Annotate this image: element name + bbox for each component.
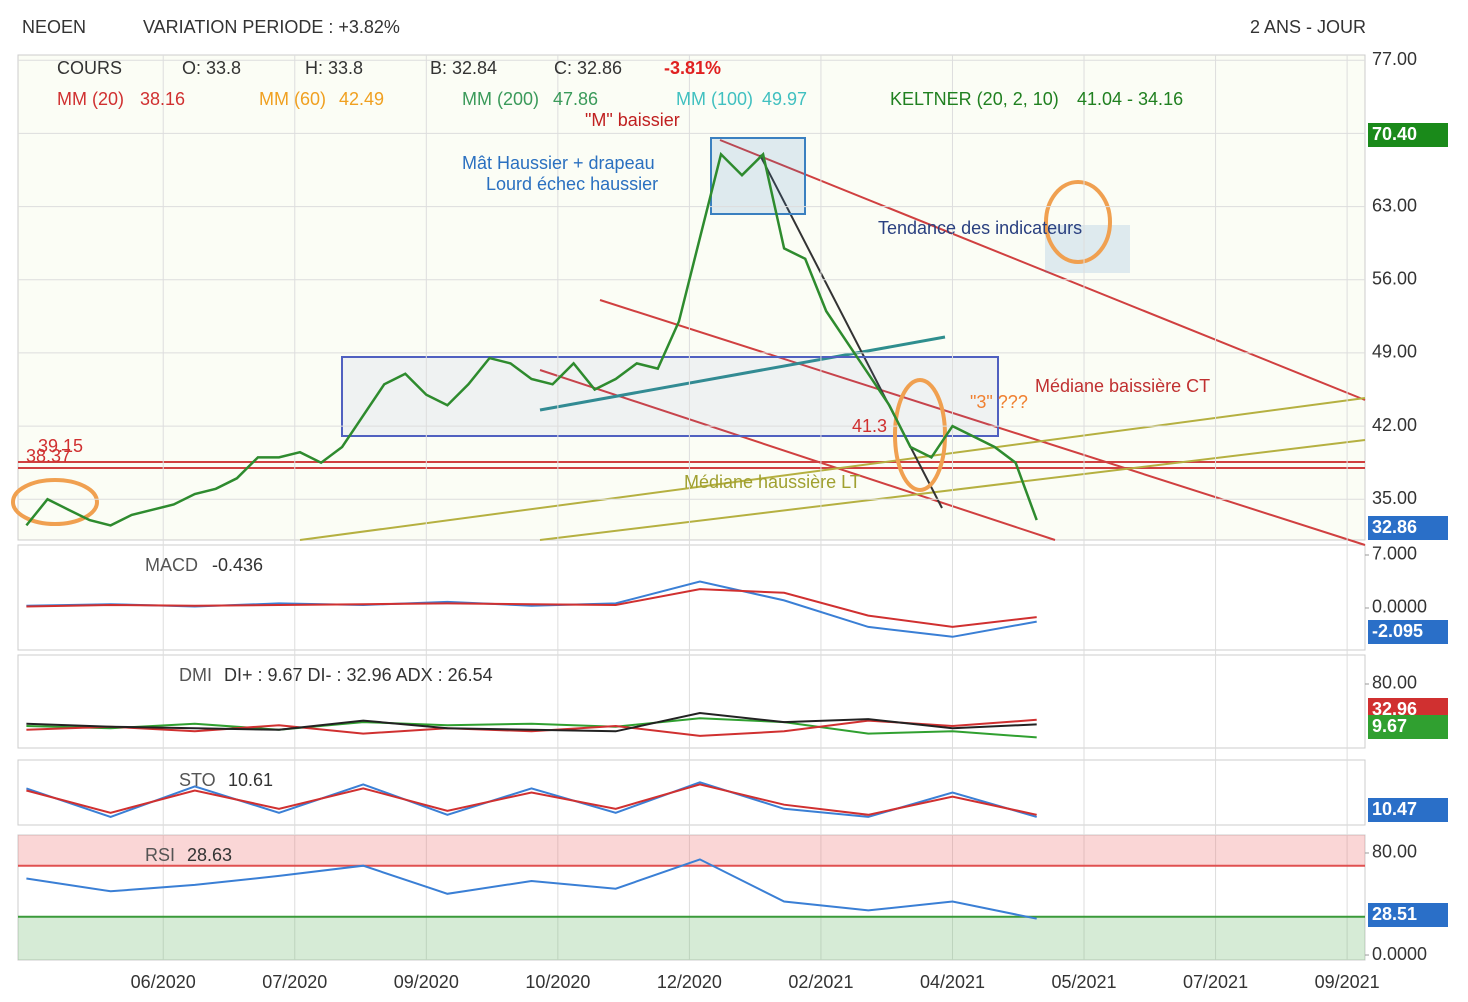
x-tick-label: 05/2021 [1051, 972, 1116, 992]
annotation: "M" baissier [585, 110, 680, 130]
symbol: NEOEN [22, 17, 86, 37]
legend-indicator: MM (20) [57, 89, 124, 109]
legend-item: -3.81% [664, 58, 721, 78]
panel-title: MACD [145, 555, 198, 575]
sto-panel [17, 759, 1366, 826]
y-tick-label: 35.00 [1372, 488, 1417, 508]
period: 2 ANS - JOUR [1250, 17, 1366, 37]
x-tick-label: 06/2020 [131, 972, 196, 992]
series-line [26, 718, 1037, 737]
annotation: 41.3 [852, 416, 887, 436]
legend-item: H: 33.8 [305, 58, 363, 78]
y-tick-label: 42.00 [1372, 415, 1417, 435]
y-tick-label: 0.0000 [1372, 944, 1427, 964]
x-tick-label: 09/2021 [1315, 972, 1380, 992]
annotation: Médiane baissière CT [1035, 376, 1210, 396]
panel-title: RSI [145, 845, 175, 865]
price-panel [17, 54, 1366, 541]
annotation: Tendance des indicateurs [878, 218, 1082, 238]
price-badge-bg [1368, 516, 1448, 540]
legend-item: O: 33.8 [182, 58, 241, 78]
panel-title: DMI [179, 665, 212, 685]
annotation: Mât Haussier + drapeau [462, 153, 655, 173]
price-badge-bg [1368, 123, 1448, 147]
last-value-badge: 9.67 [1372, 716, 1407, 736]
panel-value: DI+ : 9.67 DI- : 32.96 ADX : 26.54 [224, 665, 493, 685]
rsi-panel [17, 834, 1366, 961]
legend-indicator: 49.97 [762, 89, 807, 109]
last-value-badge-bg [1368, 798, 1448, 822]
panel-title: STO [179, 770, 216, 790]
last-value-badge: -2.095 [1372, 621, 1423, 641]
overbought-zone [18, 835, 1365, 866]
y-tick-label: 63.00 [1372, 195, 1417, 215]
x-tick-label: 10/2020 [525, 972, 590, 992]
last-value-badge-bg [1368, 620, 1448, 644]
legend-indicator: KELTNER (20, 2, 10) [890, 89, 1059, 109]
price-badge: 32.86 [1372, 517, 1417, 537]
legend-item: C: 32.86 [554, 58, 622, 78]
legend-indicator: MM (100) [676, 89, 753, 109]
last-value-badge: 32.96 [1372, 699, 1417, 719]
series-line [26, 781, 1037, 818]
series-line [26, 711, 1037, 733]
legend-item: COURS [57, 58, 122, 78]
series-line [26, 717, 1037, 739]
dmi-panel [17, 654, 1366, 749]
x-tick-label: 07/2021 [1183, 972, 1248, 992]
y-tick-label: 7.000 [1372, 544, 1417, 564]
series-line [26, 588, 1037, 628]
last-value-badge: 10.47 [1372, 799, 1417, 819]
legend-indicator: 47.86 [553, 89, 598, 109]
oversold-zone [18, 916, 1365, 960]
annotation: Médiane haussière LT [684, 472, 861, 492]
y-tick-label: 77.00 [1372, 49, 1417, 69]
series-line [26, 783, 1037, 816]
legend-item: B: 32.84 [430, 58, 497, 78]
series-line [26, 858, 1037, 920]
macd-panel [17, 544, 1366, 651]
legend-indicator: 38.16 [140, 89, 185, 109]
x-tick-label: 07/2020 [262, 972, 327, 992]
price-badge: 70.40 [1372, 124, 1417, 144]
x-tick-label: 04/2021 [920, 972, 985, 992]
series-line [25, 151, 1038, 527]
variation: VARIATION PERIODE : +3.82% [143, 17, 400, 37]
panel-value: 28.63 [187, 845, 232, 865]
x-tick-label: 02/2021 [788, 972, 853, 992]
legend-indicator: MM (60) [259, 89, 326, 109]
channel-lines [18, 139, 1366, 546]
annotation: Lourd échec haussier [486, 174, 658, 194]
y-tick-label: 49.00 [1372, 342, 1417, 362]
last-value-badge-bg [1368, 715, 1448, 739]
x-tick-label: 09/2020 [394, 972, 459, 992]
legend-indicator: 41.04 - 34.16 [1077, 89, 1183, 109]
annotation: 38.37 [26, 446, 71, 466]
y-tick-label: 0.0000 [1372, 597, 1427, 617]
x-tick-label: 12/2020 [657, 972, 722, 992]
legend-indicator: MM (200) [462, 89, 539, 109]
last-value-badge: 28.51 [1372, 904, 1417, 924]
annotation: 39.15 [38, 436, 83, 456]
trend-lines [11, 137, 1366, 541]
y-tick-label: 56.00 [1372, 268, 1417, 288]
legend-indicator: 42.49 [339, 89, 384, 109]
y-tick-label: 80.00 [1372, 842, 1417, 862]
panel-value: 10.61 [228, 770, 273, 790]
y-tick-label: 80.00 [1372, 673, 1417, 693]
panel-value: -0.436 [212, 555, 263, 575]
annotation: "3" ??? [970, 392, 1028, 412]
last-value-badge-bg [1368, 903, 1448, 927]
